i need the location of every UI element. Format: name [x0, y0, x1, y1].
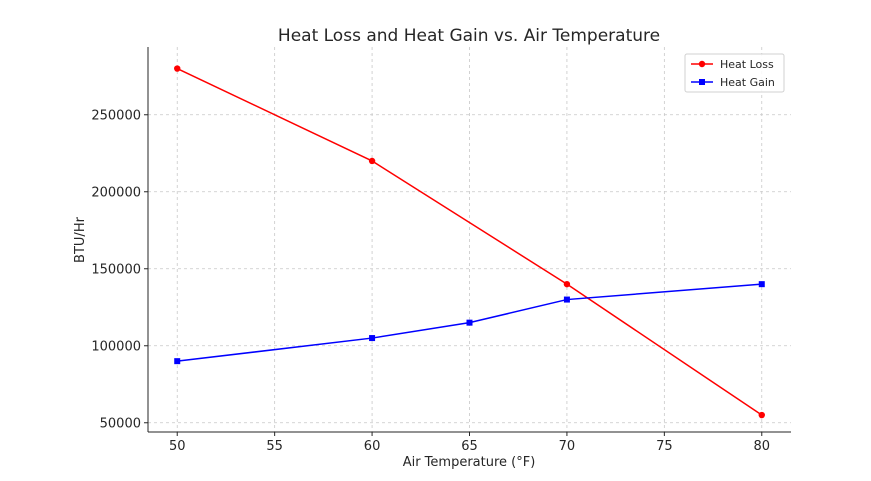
- y-tick-label: 250000: [91, 108, 141, 123]
- heat-gain-point: [466, 319, 473, 326]
- x-tick-label: 80: [753, 439, 770, 454]
- heat-loss-point: [563, 280, 571, 288]
- heat-loss-point: [758, 411, 765, 419]
- y-axis-label: BTU/Hr: [73, 216, 88, 263]
- y-tick-label: 50000: [100, 416, 141, 431]
- legend: Heat Loss Heat Gain: [684, 53, 785, 93]
- x-tick-label: 55: [266, 439, 283, 454]
- heat-gain-point: [758, 281, 765, 288]
- legend-heat-gain-label: Heat Gain: [720, 76, 775, 89]
- y-tick-label: 100000: [91, 339, 141, 354]
- legend-heat-gain-marker: [699, 79, 705, 85]
- chart-title: Heat Loss and Heat Gain vs. Air Temperat…: [278, 26, 660, 46]
- legend-heat-loss-marker: [698, 60, 706, 68]
- heat-gain-point: [563, 296, 570, 303]
- y-ticks: 50000 100000 150000 200000 250000: [91, 108, 148, 431]
- heat-loss-line: [176, 67, 763, 416]
- x-tick-label: 70: [559, 439, 576, 454]
- series-layer: [174, 65, 765, 419]
- y-tick-label: 150000: [91, 262, 141, 277]
- x-tick-label: 75: [656, 439, 673, 454]
- heat-gain-point: [174, 358, 181, 365]
- x-tick-label: 65: [461, 439, 478, 454]
- x-ticks: 50 55 60 65 70 75 80: [169, 432, 770, 454]
- heat-loss-point: [174, 65, 181, 72]
- heat-loss-point: [368, 157, 376, 165]
- legend-heat-loss-label: Heat Loss: [720, 58, 774, 71]
- x-tick-label: 60: [364, 439, 381, 454]
- x-tick-label: 50: [169, 439, 186, 454]
- y-tick-label: 200000: [91, 185, 141, 200]
- heat-gain-point: [369, 335, 376, 342]
- grid-lines: [148, 47, 791, 432]
- x-axis-label: Air Temperature (°F): [403, 455, 536, 470]
